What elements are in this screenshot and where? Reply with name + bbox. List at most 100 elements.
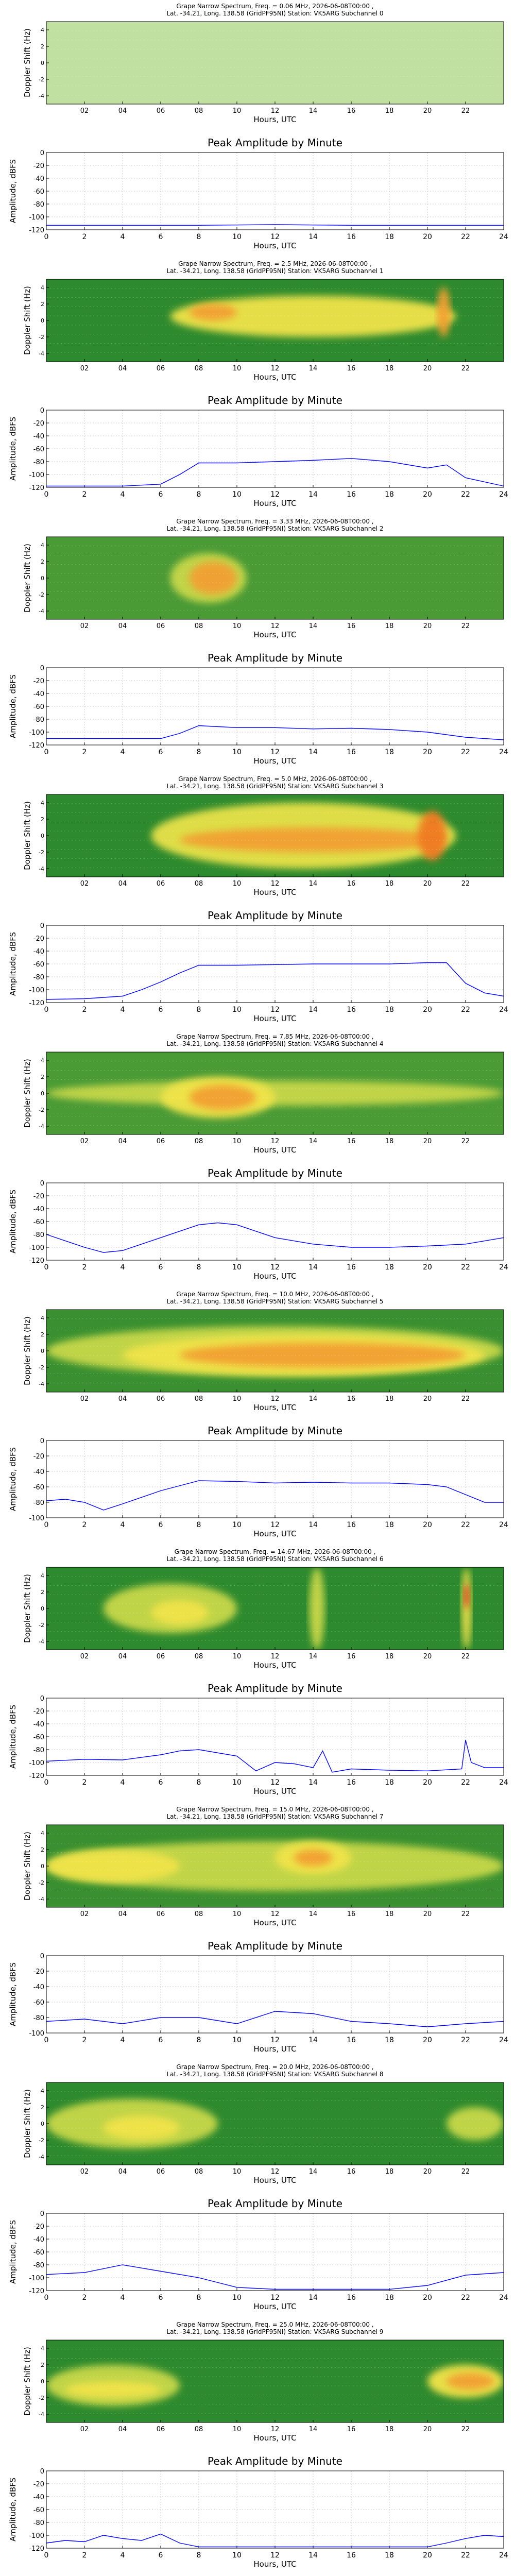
spectrum-blobs <box>46 2099 504 2148</box>
x-tick-label: 12 <box>271 2426 280 2433</box>
y-tick-label: -80 <box>33 1747 44 1754</box>
chart-title: Lat. -34.21, Long. 138.58 (GridPF95NI) S… <box>166 1813 383 1820</box>
spectrum-blob <box>46 1081 504 1106</box>
x-tick-label: 12 <box>271 880 280 888</box>
y-tick-label: -80 <box>33 2519 44 2527</box>
spectrum-blob <box>447 2107 504 2140</box>
x-tick-label: 0 <box>44 1006 49 1014</box>
x-tick-label: 22 <box>461 622 470 630</box>
x-tick-label: 10 <box>232 748 242 756</box>
x-axis-label: Hours, UTC <box>253 1272 296 1281</box>
x-tick-label: 10 <box>232 233 242 241</box>
x-tick-label: 02 <box>80 2168 89 2176</box>
x-tick-label: 20 <box>423 1521 432 1529</box>
y-axis-label: Amplitude, dBFS <box>8 674 18 738</box>
x-tick-label: 02 <box>80 1653 89 1660</box>
chart-title: Peak Amplitude by Minute <box>208 1940 342 1952</box>
x-tick-label: 20 <box>423 2168 432 2176</box>
x-tick-label: 22 <box>461 2036 470 2044</box>
y-tick-label: -80 <box>33 1499 44 1507</box>
y-tick-label: -60 <box>33 2506 44 2514</box>
y-tick-label: -120 <box>29 484 44 492</box>
x-tick-label: 6 <box>159 1778 163 1787</box>
y-tick-label: 0 <box>41 575 44 582</box>
x-tick-label: 14 <box>309 1910 318 1918</box>
x-tick-label: 12 <box>271 365 280 372</box>
x-tick-label: 22 <box>461 1263 470 1272</box>
spectrum-panel-4: Grape Narrow Spectrum, Freq. = 7.85 MHz,… <box>23 1033 504 1155</box>
x-tick-label: 20 <box>423 490 432 499</box>
spectrum-dashes <box>46 1576 504 1641</box>
x-tick-label: 8 <box>197 2551 201 2560</box>
x-tick-label: 6 <box>159 2551 163 2560</box>
y-axis-label: Doppler Shift (Hz) <box>23 1059 32 1128</box>
x-tick-label: 04 <box>118 622 127 630</box>
y-tick-label: 0 <box>40 1180 44 1188</box>
x-axis-label: Hours, UTC <box>253 2176 296 2185</box>
x-tick-label: 12 <box>270 490 280 499</box>
x-tick-label: 20 <box>423 1910 432 1918</box>
x-tick-label: 18 <box>385 2036 394 2044</box>
y-axis-label: Doppler Shift (Hz) <box>23 1574 32 1643</box>
y-tick-label: 2 <box>41 1846 44 1853</box>
spectrum-blob <box>151 1600 209 1625</box>
x-tick-label: 4 <box>121 2036 125 2044</box>
x-tick-label: 8 <box>197 2036 201 2044</box>
x-tick-label: 6 <box>159 233 163 241</box>
x-tick-label: 06 <box>157 1910 165 1918</box>
x-tick-label: 24 <box>499 2551 508 2560</box>
x-tick-label: 0 <box>44 490 49 499</box>
x-tick-label: 8 <box>197 2294 201 2302</box>
y-tick-label: 0 <box>41 1348 44 1354</box>
spectrum-blob <box>437 287 451 337</box>
x-tick-label: 12 <box>271 622 280 630</box>
x-tick-label: 02 <box>80 2426 89 2433</box>
x-tick-label: 12 <box>270 233 280 241</box>
x-tick-label: 06 <box>157 2168 165 2176</box>
x-tick-label: 2 <box>82 1778 87 1787</box>
x-tick-label: 18 <box>385 233 394 241</box>
y-axis-label: Amplitude, dBFS <box>8 1447 18 1511</box>
x-tick-label: 08 <box>195 1653 203 1660</box>
y-tick-label: 4 <box>41 800 44 806</box>
y-tick-label: -120 <box>29 227 44 234</box>
x-tick-label: 14 <box>309 1395 318 1403</box>
spectrum-dashes <box>46 1834 504 1899</box>
x-tick-label: 22 <box>461 2168 470 2176</box>
y-tick-label: -100 <box>29 2532 44 2540</box>
x-tick-label: 02 <box>80 880 89 888</box>
x-tick-label: 20 <box>423 1138 432 1145</box>
y-tick-label: -100 <box>29 214 44 222</box>
x-tick-label: 8 <box>197 1263 201 1272</box>
x-tick-label: 14 <box>309 1653 318 1660</box>
x-tick-label: 16 <box>347 2426 356 2433</box>
y-tick-label: 4 <box>41 2345 44 2352</box>
x-tick-label: 18 <box>385 2551 394 2560</box>
x-tick-label: 0 <box>44 1778 49 1787</box>
x-tick-label: 16 <box>347 490 356 499</box>
x-tick-label: 04 <box>118 880 127 888</box>
x-tick-label: 8 <box>197 748 201 756</box>
spectrum-dashes <box>46 1318 504 1383</box>
amplitude-line <box>46 962 504 1000</box>
x-tick-label: 08 <box>195 1395 203 1403</box>
x-tick-label: 0 <box>44 2036 49 2044</box>
x-tick-label: 16 <box>347 2551 356 2560</box>
y-tick-label: -120 <box>29 2287 44 2295</box>
x-tick-label: 8 <box>197 1778 201 1787</box>
y-tick-label: -4 <box>39 350 44 357</box>
x-tick-label: 04 <box>118 1138 127 1145</box>
x-axis-label: Hours, UTC <box>253 499 296 508</box>
x-tick-label: 08 <box>195 107 203 115</box>
x-tick-label: 20 <box>423 233 432 241</box>
y-tick-label: -60 <box>33 1218 44 1226</box>
y-tick-label: -80 <box>33 1231 44 1239</box>
spectrum-blob <box>46 1850 180 1883</box>
y-tick-label: -4 <box>39 2411 44 2418</box>
y-tick-label: -100 <box>29 1244 44 1252</box>
chart-title: Peak Amplitude by Minute <box>208 909 342 922</box>
y-axis-label: Amplitude, dBFS <box>8 932 18 996</box>
x-tick-label: 04 <box>118 2426 127 2433</box>
x-tick-label: 16 <box>347 1006 356 1014</box>
